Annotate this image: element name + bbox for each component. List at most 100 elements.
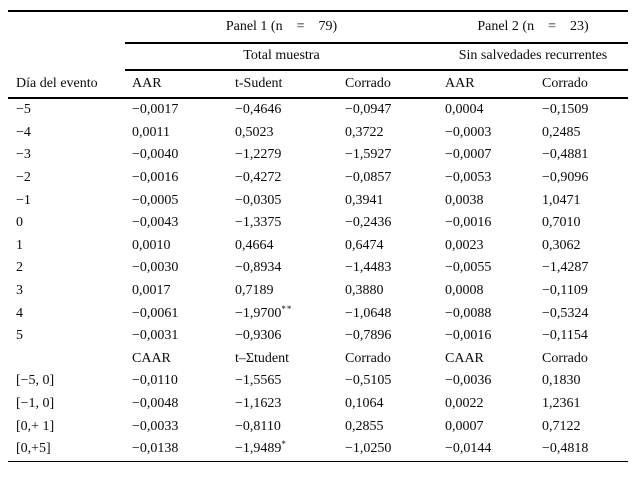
table-cell: −1,3375 — [235, 215, 282, 231]
table-cell: 0,0004 — [445, 102, 484, 118]
table-cell: −0,0305 — [235, 192, 282, 208]
caar-column-header-corrado-1: Corrado — [345, 350, 391, 366]
row-label: [−1, 0] — [16, 396, 55, 412]
table-cell: −1,2279 — [235, 147, 282, 163]
table-cell: 0,5023 — [235, 124, 274, 140]
table-cell: −0,9096 — [542, 170, 589, 186]
table-cell: −1,1623 — [235, 396, 282, 412]
caar-rows-section: [−5, 0] −0,0110 −1,5565 −0,5105 −0,0036 0,183… — [8, 370, 628, 460]
table-row: −2 −0,0016 −0,4272 −0,0857 −0,0053 −0,9096 — [8, 167, 628, 190]
table-cell: −1,5565 — [235, 373, 282, 389]
table-cell: 0,0008 — [445, 283, 484, 299]
table-row: 0 −0,0043 −1,3375 −0,2436 −0,0016 0,7010 — [8, 212, 628, 235]
row-label: [0,+5] — [16, 441, 51, 457]
table-cell: −1,0648 — [345, 305, 392, 321]
table-cell: 0,0011 — [132, 124, 170, 140]
table-cell: −1,4483 — [345, 260, 392, 276]
row-label: 3 — [16, 283, 23, 299]
table-cell: 0,2855 — [345, 418, 384, 434]
table-row: −5 −0,0017 −0,4646 −0,0947 0,0004 −0,1509 — [8, 99, 628, 122]
table-row: 5 −0,0031 −0,9306 −0,7896 −0,0016 −0,1154 — [8, 325, 628, 348]
table-cell: 0,4664 — [235, 237, 274, 253]
row-label: 2 — [16, 260, 23, 276]
table-cell: −0,0030 — [132, 260, 179, 276]
aar-rows-section: −5 −0,0017 −0,4646 −0,0947 0,0004 −0,1509 −4 0,… — [8, 99, 628, 348]
table-cell: 0,0038 — [445, 192, 484, 208]
table-row: −1 −0,0005 −0,0305 0,3941 0,0038 1,0471 — [8, 189, 628, 212]
table-cell: −0,0005 — [132, 192, 179, 208]
table-cell: 0,2485 — [542, 124, 581, 140]
event-study-results-table: Panel 1 (n = 79) Panel 2 (n = 23) Total … — [8, 10, 628, 462]
column-header-t-student: t-Sudent — [235, 75, 283, 91]
table-cell: −0,2436 — [345, 215, 392, 231]
table-cell: −0,0031 — [132, 328, 179, 344]
panel-header-row: Panel 1 (n = 79) Panel 2 (n = 23) — [8, 11, 628, 44]
table-cell: −0,0003 — [445, 124, 492, 140]
row-label: [0,+ 1] — [16, 418, 55, 434]
row-label: −2 — [16, 170, 31, 186]
table-cell: 0,3941 — [345, 192, 384, 208]
row-label: −5 — [16, 102, 31, 118]
table-cell: −1,5927 — [345, 147, 392, 163]
table-cell: −0,1154 — [542, 328, 588, 344]
table-cell: −0,9306 — [235, 328, 282, 344]
caar-header-row: CAAR t–Σtudent Corrado CAAR Corrado — [8, 348, 628, 371]
table-row: [0,+ 1] −0,0033 −0,8110 0,2855 0,0007 0,7122 — [8, 415, 628, 438]
table-row: 2 −0,0030 −0,8934 −1,4483 −0,0055 −1,4287 — [8, 257, 628, 280]
table-row: [0,+5] −0,0138 −1,9489* −1,0250 −0,0144 −0,48… — [8, 438, 628, 461]
table-cell: −0,7896 — [345, 328, 392, 344]
column-header-aar-2: AAR — [445, 75, 475, 91]
table-cell: −0,0055 — [445, 260, 492, 276]
table-cell: 0,7122 — [542, 418, 581, 434]
table-cell: 0,0010 — [132, 237, 171, 253]
table-cell: 0,1830 — [542, 373, 581, 389]
column-header-dia-del-evento: Día del evento — [16, 75, 98, 91]
table-cell: 1,0471 — [542, 192, 581, 208]
row-label: 0 — [16, 215, 23, 231]
row-label: 4 — [16, 305, 23, 321]
table-cell: −1,9700** — [235, 303, 293, 321]
table-cell: −0,0088 — [445, 305, 492, 321]
table-top-rule — [8, 10, 628, 12]
table-cell: 0,0007 — [445, 418, 484, 434]
column-header-corrado-2: Corrado — [542, 75, 588, 91]
table-cell: −0,0048 — [132, 396, 179, 412]
table-cell: −0,8934 — [235, 260, 282, 276]
caar-column-header-caar-1: CAAR — [132, 350, 171, 366]
table-cell: −0,5105 — [345, 373, 392, 389]
row-label: [−5, 0] — [16, 373, 55, 389]
table-cell: 0,6474 — [345, 237, 384, 253]
table-cell: −0,8110 — [235, 418, 281, 434]
row-label: 5 — [16, 328, 23, 344]
table-cell: −0,0017 — [132, 102, 179, 118]
caar-column-header-caar-2: CAAR — [445, 350, 484, 366]
table-cell: −0,0016 — [445, 328, 492, 344]
table-cell: 0,7189 — [235, 283, 274, 299]
table-cell: −0,0857 — [345, 170, 392, 186]
table-cell: 0,3722 — [345, 124, 384, 140]
subheader-row: Total muestra Sin salvedades recurrentes — [8, 42, 628, 71]
table-cell: −0,4646 — [235, 102, 282, 118]
table-cell: −1,4287 — [542, 260, 589, 276]
table-cell: 0,0023 — [445, 237, 484, 253]
table-cell: −1,9489* — [235, 439, 287, 457]
row-label: −1 — [16, 192, 31, 208]
table-cell: −0,0138 — [132, 441, 179, 457]
column-header-aar-1: AAR — [132, 75, 162, 91]
table-cell: −0,0144 — [445, 441, 492, 457]
table-row: 3 0,0017 0,7189 0,3880 0,0008 −0,1109 — [8, 280, 628, 303]
row-label: −4 — [16, 124, 31, 140]
table-cell: 0,0022 — [445, 396, 484, 412]
column-header-corrado-1: Corrado — [345, 75, 391, 91]
subheader-total-muestra: Total muestra — [125, 42, 438, 71]
significance-marker: * — [281, 439, 287, 450]
table-cell: −0,5324 — [542, 305, 589, 321]
panel2-header: Panel 2 (n = 23) — [438, 11, 628, 44]
table-cell: −0,0947 — [345, 102, 392, 118]
table-row: [−1, 0] −0,0048 −1,1623 0,1064 0,0022 1,2361 — [8, 393, 628, 416]
table-cell: −0,4881 — [542, 147, 589, 163]
row-label: 1 — [16, 237, 23, 253]
table-bottom-rule — [8, 460, 628, 462]
table-cell: −0,0016 — [445, 215, 492, 231]
table-cell: −0,0053 — [445, 170, 492, 186]
